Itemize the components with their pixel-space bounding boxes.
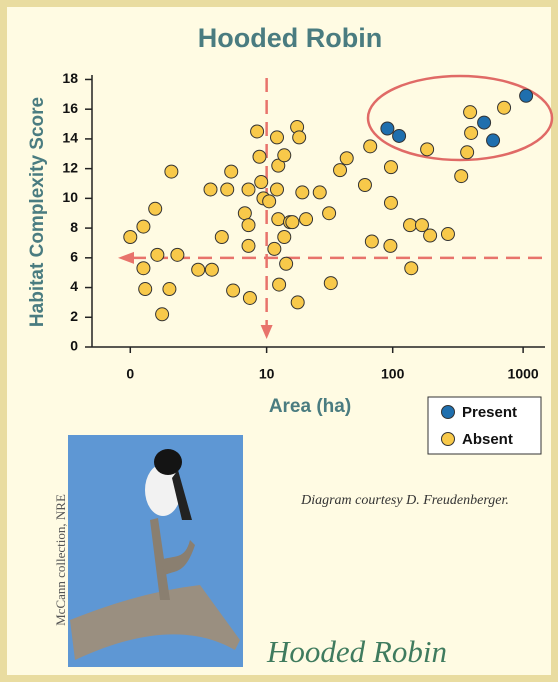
point (271, 158, 286, 173)
point (241, 238, 256, 253)
x-tick-label: 10 (259, 366, 275, 382)
point (420, 142, 435, 157)
point (285, 215, 300, 230)
point (339, 151, 354, 166)
point (138, 282, 153, 297)
point (312, 185, 327, 200)
point (295, 185, 310, 200)
point (123, 230, 138, 245)
point (269, 182, 284, 197)
point (226, 283, 241, 298)
point (214, 230, 229, 245)
point (290, 295, 305, 310)
point (277, 230, 292, 245)
point (162, 282, 177, 297)
point (380, 121, 395, 136)
point (241, 182, 256, 197)
point (220, 182, 235, 197)
point (252, 149, 267, 164)
point (322, 206, 337, 221)
point (277, 148, 292, 163)
point (292, 130, 307, 145)
y-tick-label: 2 (70, 308, 78, 324)
y-tick-label: 16 (62, 100, 78, 116)
point (267, 241, 282, 256)
point (464, 125, 479, 140)
diagram-credit: Diagram courtesy D. Freudenberger. (300, 493, 509, 508)
legend-label: Absent (462, 431, 513, 448)
point (383, 238, 398, 253)
point (203, 182, 218, 197)
legend-swatch (441, 432, 455, 446)
point (271, 212, 286, 227)
photo-credit: McCann collection, NRE (53, 494, 68, 626)
point (237, 206, 252, 221)
point (241, 218, 256, 233)
point (164, 164, 179, 179)
point (262, 194, 277, 209)
legend-label: Present (462, 404, 517, 421)
point (254, 175, 269, 190)
point (403, 218, 418, 233)
point (170, 247, 185, 262)
x-axis-title: Area (ha) (269, 396, 351, 417)
point (155, 307, 170, 322)
point (486, 133, 501, 148)
point (454, 169, 469, 184)
y-tick-label: 4 (70, 278, 78, 294)
highlight-ellipse (366, 74, 554, 162)
point (279, 256, 294, 271)
point (460, 145, 475, 160)
y-tick-label: 14 (62, 130, 78, 146)
y-tick-label: 18 (62, 70, 78, 86)
caption: Hooded Robin (266, 634, 447, 669)
point (363, 139, 378, 154)
point (136, 261, 151, 276)
point (477, 115, 492, 130)
point (250, 124, 265, 139)
point (242, 290, 257, 305)
point (440, 227, 455, 242)
photo-bird (70, 449, 240, 660)
point (136, 219, 151, 234)
point (519, 88, 534, 103)
arrow-down (260, 325, 273, 339)
legend-swatch (441, 405, 455, 419)
y-axis-title: Habitat Complexity Score (27, 97, 48, 327)
point (269, 130, 284, 145)
point (224, 164, 239, 179)
point (392, 128, 407, 143)
point (150, 247, 165, 262)
x-tick-label: 100 (381, 366, 405, 382)
point (414, 218, 429, 233)
point (463, 105, 478, 120)
arrow-left (118, 251, 134, 264)
chart-title: Hooded Robin (198, 23, 382, 53)
point (272, 277, 287, 292)
point (497, 100, 512, 115)
point (404, 261, 419, 276)
point (357, 177, 372, 192)
y-tick-label: 10 (62, 189, 78, 205)
point (191, 262, 206, 277)
point (383, 160, 398, 175)
y-tick-label: 12 (62, 159, 78, 175)
y-tick-label: 0 (70, 338, 78, 354)
x-tick-label: 0 (126, 366, 134, 382)
y-tick-label: 8 (70, 219, 78, 235)
point (204, 262, 219, 277)
y-tick-label: 6 (70, 249, 78, 265)
point (333, 163, 348, 178)
point (299, 212, 314, 227)
point (383, 195, 398, 210)
point (364, 234, 379, 249)
point (148, 201, 163, 216)
x-tick-label: 1000 (508, 366, 539, 382)
point (323, 276, 338, 291)
point (423, 228, 438, 243)
